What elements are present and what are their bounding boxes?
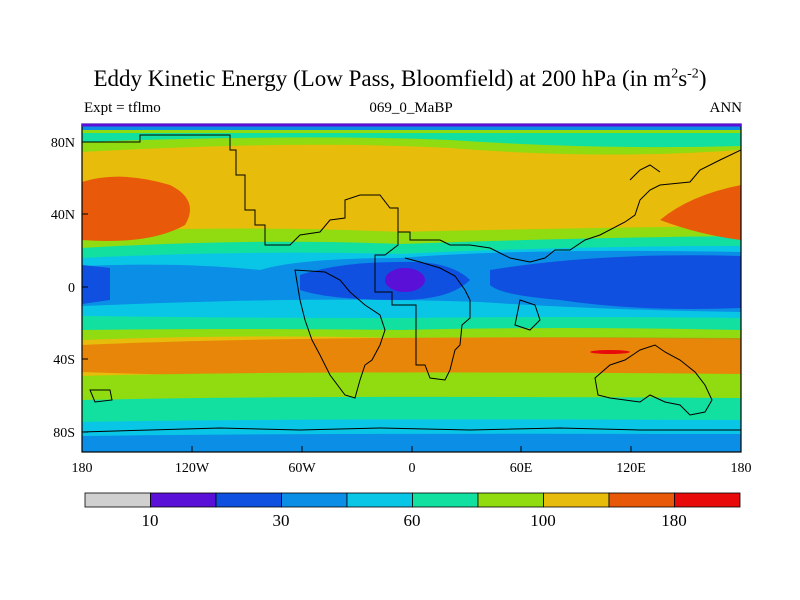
energy-field [82, 124, 741, 452]
lat-tick-label: 0 [68, 281, 75, 296]
lat-tick-label: 40S [53, 353, 75, 368]
experiment-label: Expt = tflmo [84, 100, 161, 116]
colorbar-swatch [477, 492, 544, 508]
colorbar-swatch [84, 492, 151, 508]
lon-tick-label: 180 [731, 461, 752, 476]
colorbar [84, 492, 741, 508]
season-label: ANN [709, 100, 743, 116]
colorbar-swatch [608, 492, 675, 508]
colorbar-label: 100 [530, 511, 556, 530]
lat-tick-labels: 80N 40N 0 40S 80S [51, 136, 75, 441]
lon-tick-label: 60W [288, 461, 316, 476]
colorbar-labels: 10 30 60 100 180 [142, 511, 687, 530]
lon-tick-label: 60E [510, 461, 533, 476]
colorbar-label: 30 [273, 511, 290, 530]
run-label: 069_0_MaBP [369, 100, 453, 116]
lon-tick-labels: 180 120W 60W 0 60E 120E 180 [72, 461, 752, 476]
colorbar-swatch [346, 492, 413, 508]
lon-tick-label: 180 [72, 461, 93, 476]
colorbar-swatch [412, 492, 479, 508]
colorbar-label: 60 [404, 511, 421, 530]
colorbar-swatch [150, 492, 217, 508]
lon-tick-label: 0 [409, 461, 416, 476]
map-title: Eddy Kinetic Energy (Low Pass, Bloomfiel… [93, 66, 707, 91]
lon-tick-label: 120E [616, 461, 646, 476]
colorbar-label: 180 [661, 511, 687, 530]
colorbar-swatch [543, 492, 610, 508]
lat-tick-label: 40N [51, 208, 75, 223]
colorbar-swatch [281, 492, 348, 508]
axis-ticks [81, 141, 742, 452]
lon-tick-label: 120W [175, 461, 210, 476]
colorbar-swatch [674, 492, 741, 508]
coastlines [82, 134, 741, 433]
colorbar-swatch [215, 492, 282, 508]
lat-tick-label: 80N [51, 136, 75, 151]
lat-tick-label: 80S [53, 426, 75, 441]
colorbar-label: 10 [142, 511, 159, 530]
